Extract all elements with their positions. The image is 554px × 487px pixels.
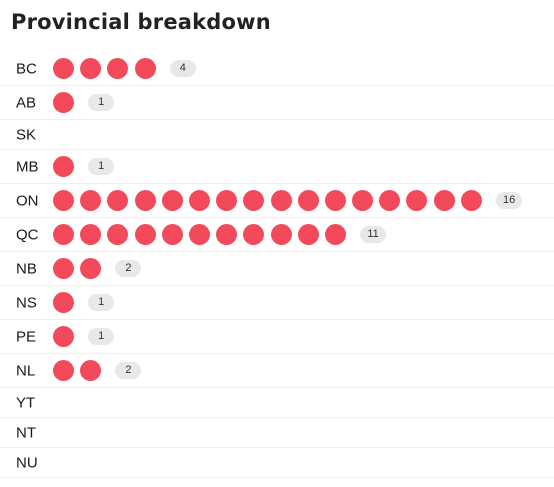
data-dot <box>161 190 183 211</box>
count-badge: 2 <box>115 362 142 379</box>
data-dot <box>53 258 74 279</box>
data-dot <box>379 190 401 211</box>
province-label: NL <box>16 362 36 379</box>
province-row-pe: PE 1 <box>0 320 554 354</box>
province-label: NB <box>16 260 37 277</box>
province-label: NU <box>16 454 38 471</box>
data-dot <box>216 190 238 211</box>
data-dot <box>53 156 74 177</box>
province-label: PE <box>16 328 37 345</box>
province-row-mb: MB 1 <box>0 150 554 184</box>
data-dot <box>243 224 265 245</box>
data-dot <box>216 224 238 245</box>
data-dot <box>53 190 74 211</box>
dot-group: 2 <box>53 360 142 382</box>
count-badge: 4 <box>169 60 196 77</box>
data-dot <box>53 92 74 113</box>
dot-group: 1 <box>53 92 115 114</box>
data-dot <box>80 360 102 381</box>
data-dot <box>53 360 74 381</box>
province-label: NT <box>16 424 36 441</box>
province-row-nt: NT <box>0 418 554 448</box>
data-dot <box>243 190 265 211</box>
data-dot <box>297 190 319 211</box>
province-row-bc: BC 4 <box>0 52 554 86</box>
data-dot <box>324 224 346 245</box>
dot-group: 11 <box>53 224 387 246</box>
province-row-yt: YT <box>0 388 554 418</box>
data-dot <box>433 190 455 211</box>
data-dot <box>80 258 102 279</box>
dot-group: 2 <box>53 258 142 280</box>
data-dot <box>188 190 210 211</box>
data-dot <box>80 58 102 79</box>
province-row-qc: QC 11 <box>0 218 554 252</box>
count-badge: 1 <box>88 158 115 175</box>
count-badge: 11 <box>360 226 387 243</box>
province-label: BC <box>16 60 37 77</box>
count-badge: 2 <box>115 260 142 277</box>
province-row-sk: SK <box>0 120 554 150</box>
data-dot <box>352 190 374 211</box>
data-dot <box>188 224 210 245</box>
dot-group: 4 <box>53 58 196 80</box>
count-badge: 16 <box>496 192 523 209</box>
province-label: NS <box>16 294 37 311</box>
province-label: YT <box>16 394 36 411</box>
data-dot <box>134 224 156 245</box>
data-dot <box>80 190 102 211</box>
dot-group: 16 <box>53 190 523 212</box>
data-dot <box>53 58 74 79</box>
province-label: AB <box>16 94 37 111</box>
data-dot <box>270 224 292 245</box>
data-dot <box>53 292 74 313</box>
data-dot <box>80 224 102 245</box>
data-dot <box>134 58 156 79</box>
chart-title: Provincial breakdown <box>11 10 271 34</box>
province-row-nu: NU <box>0 448 554 478</box>
province-row-on: ON 16 <box>0 184 554 218</box>
count-badge: 1 <box>88 294 115 311</box>
data-dot <box>406 190 428 211</box>
province-label: ON <box>16 192 39 209</box>
dot-group: 1 <box>53 292 115 314</box>
data-dot <box>53 224 74 245</box>
province-label: SK <box>16 126 37 143</box>
data-dot <box>324 190 346 211</box>
data-dot <box>107 190 129 211</box>
data-dot <box>53 326 74 347</box>
province-row-nb: NB 2 <box>0 252 554 286</box>
province-row-ns: NS 1 <box>0 286 554 320</box>
province-row-ab: AB 1 <box>0 86 554 120</box>
dot-group: 1 <box>53 156 115 178</box>
province-rows: BC 4 AB 1 SK MB 1 ON 16 QC 11 NB 2 NS 1 PE 1 NL 2 YT NT NU <box>0 52 554 478</box>
data-dot <box>460 190 482 211</box>
data-dot <box>297 224 319 245</box>
data-dot <box>161 224 183 245</box>
data-dot <box>270 190 292 211</box>
data-dot <box>134 190 156 211</box>
province-label: MB <box>16 158 39 175</box>
province-row-nl: NL 2 <box>0 354 554 388</box>
count-badge: 1 <box>88 94 115 111</box>
dot-group: 1 <box>53 326 115 348</box>
province-label: QC <box>16 226 39 243</box>
count-badge: 1 <box>88 328 115 345</box>
data-dot <box>107 224 129 245</box>
data-dot <box>107 58 129 79</box>
